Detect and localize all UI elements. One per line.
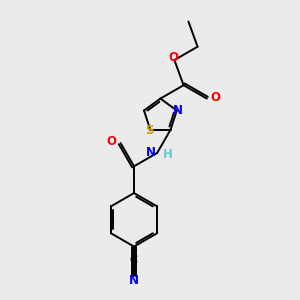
Text: C: C	[130, 255, 138, 265]
Text: S: S	[145, 124, 153, 137]
Text: O: O	[107, 136, 117, 148]
Text: O: O	[169, 51, 178, 64]
Text: H: H	[163, 148, 172, 160]
Text: N: N	[146, 146, 156, 159]
Text: N: N	[129, 274, 139, 286]
Text: N: N	[173, 104, 183, 117]
Text: O: O	[210, 92, 220, 104]
